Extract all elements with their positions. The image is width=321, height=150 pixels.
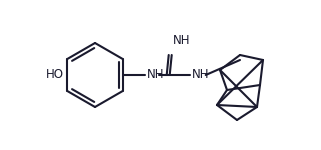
Text: NH: NH xyxy=(147,69,164,81)
Text: NH: NH xyxy=(173,34,190,47)
Text: NH: NH xyxy=(192,69,209,81)
Text: HO: HO xyxy=(46,69,64,81)
